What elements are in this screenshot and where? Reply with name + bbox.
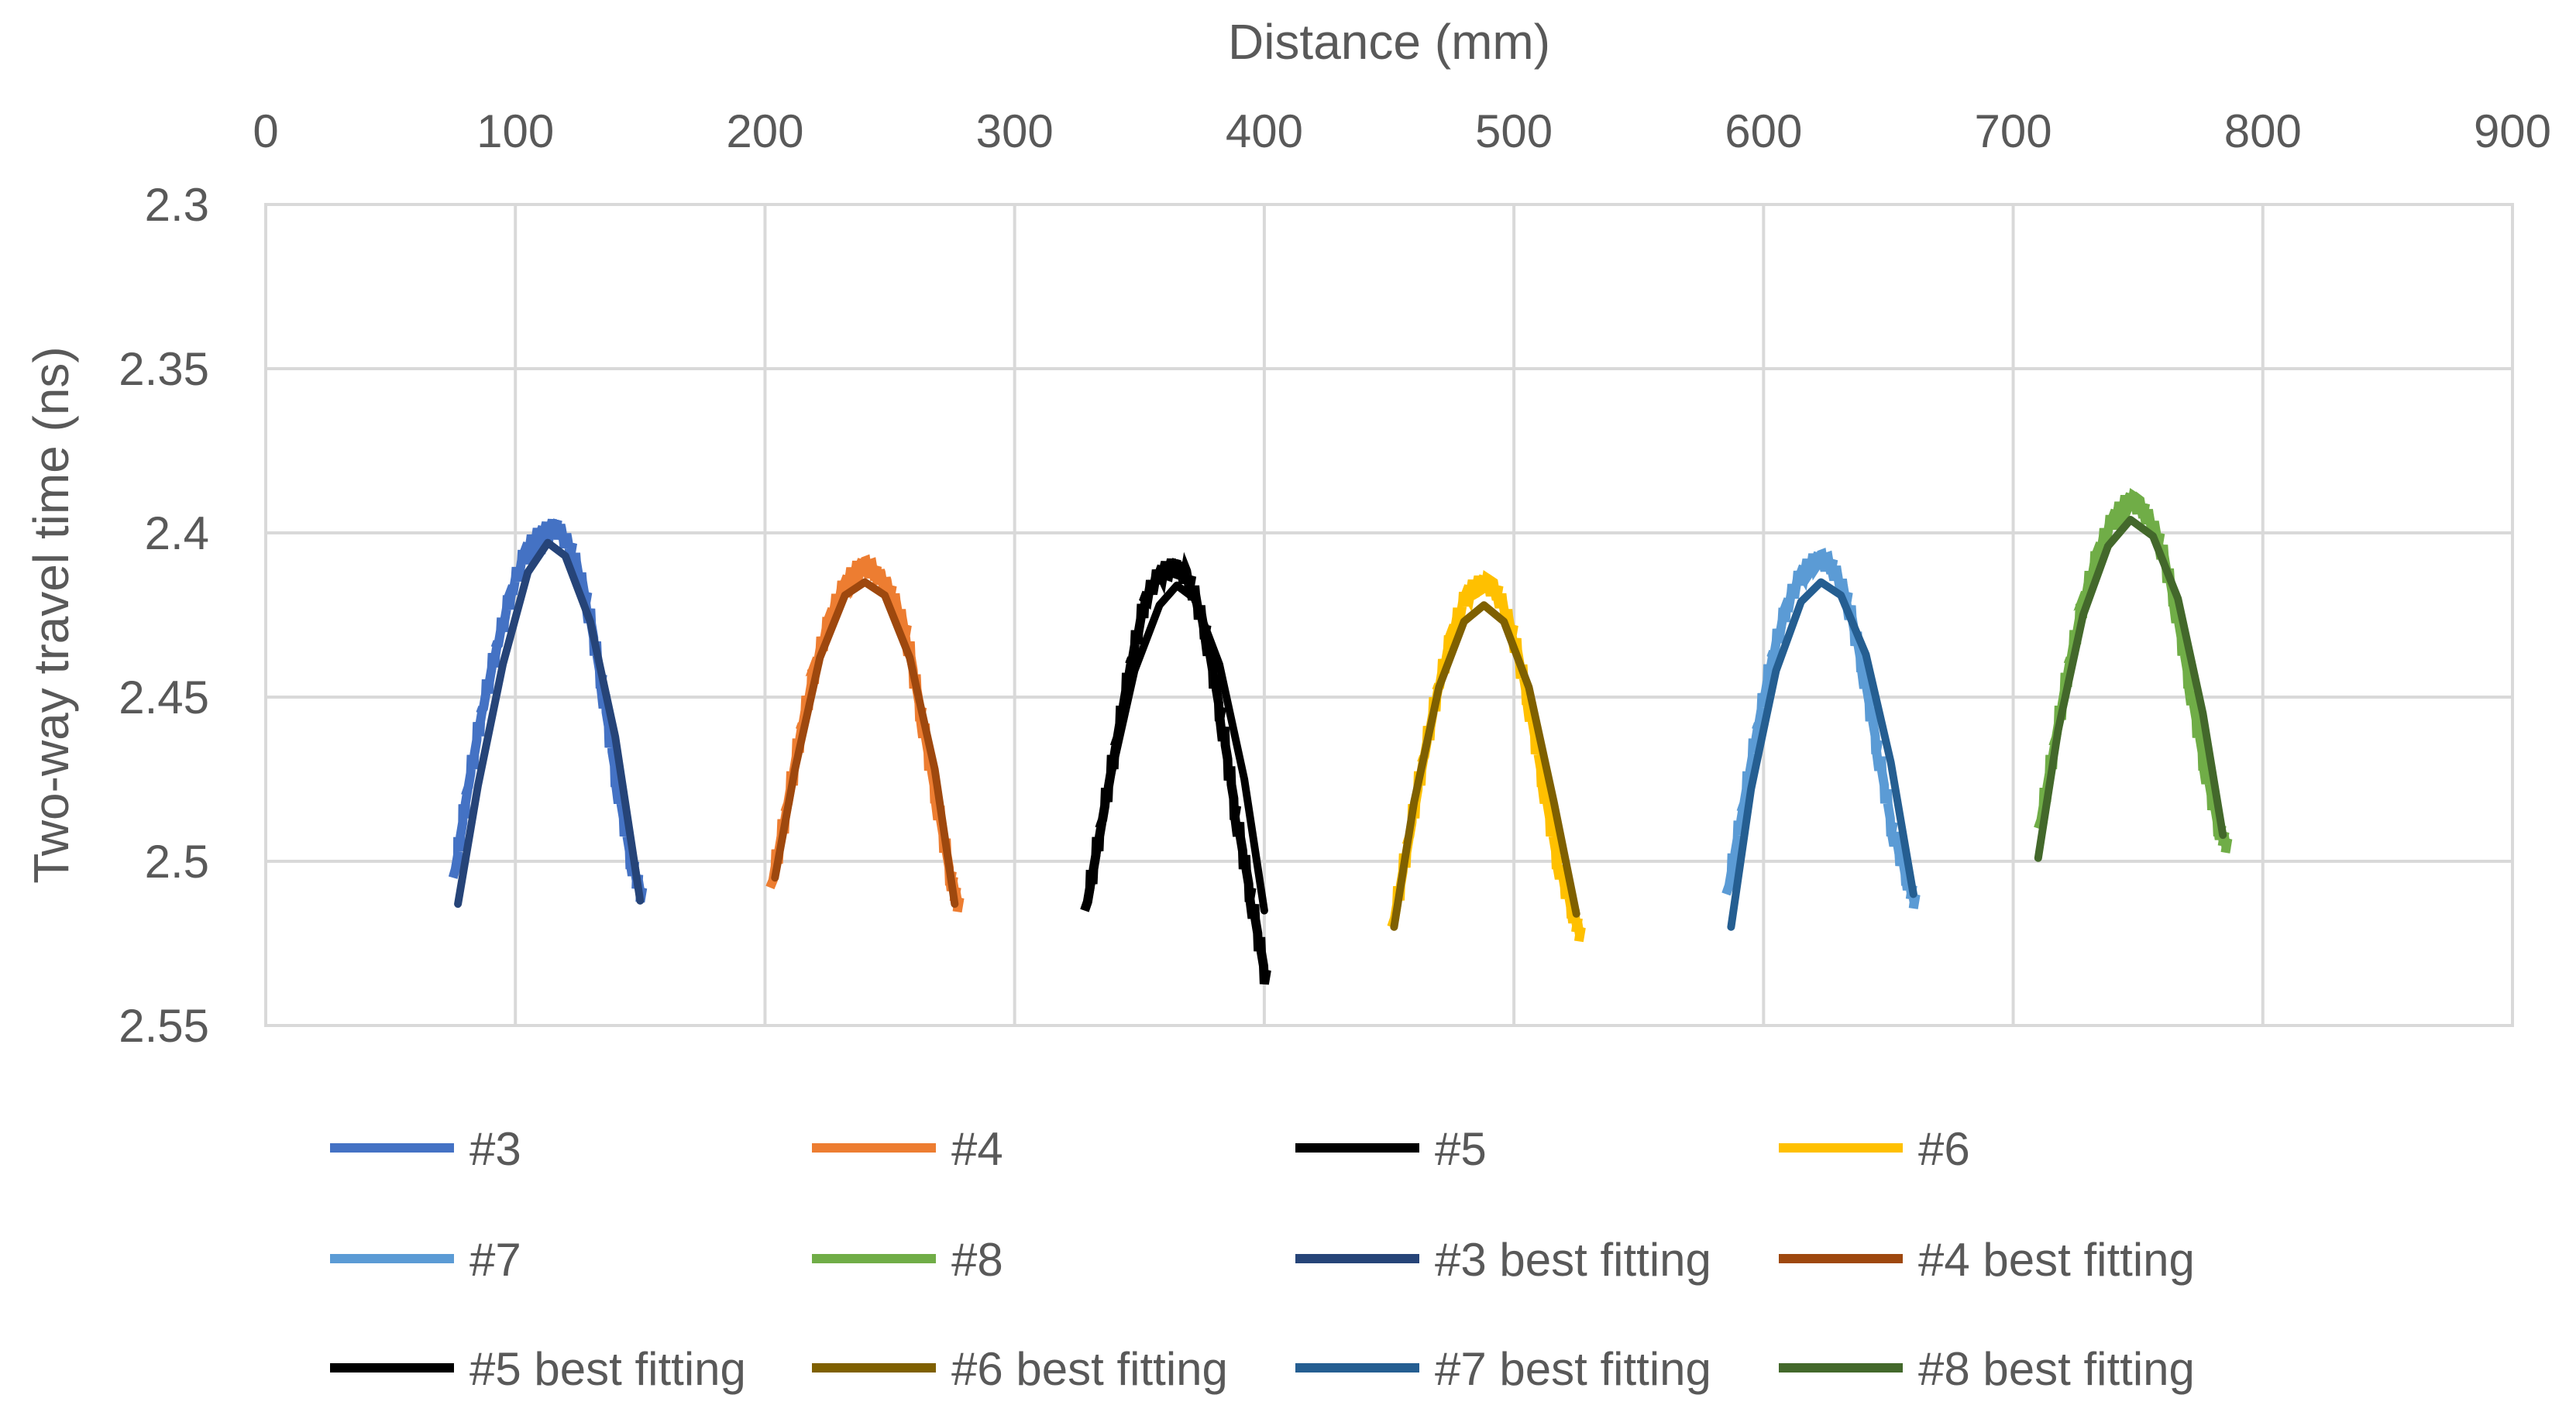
fit-line-#4 best fitting [771, 578, 959, 909]
x-tick-label: 900 [2474, 105, 2551, 157]
plot-area-border [264, 203, 2514, 1027]
y-tick-label: 2.45 [119, 672, 209, 723]
legend-label: #8 [951, 1234, 1003, 1286]
y-tick-label: 2.35 [119, 343, 209, 395]
legend-label: #6 [1918, 1123, 1970, 1175]
legend-label: #5 best fitting [469, 1343, 746, 1395]
legend-item: #7 best fitting [1295, 1343, 1711, 1395]
fit-line-#8 best fitting [2034, 516, 2227, 862]
x-tick-label: 0 [253, 105, 278, 157]
x-axis-tick-labels: 0 100 200 300 400 500 600 700 800 900 [253, 105, 2551, 157]
fit-line-#5 best fitting [1085, 581, 1268, 915]
x-tick-label: 700 [1975, 105, 2052, 157]
legend-item: #8 [812, 1234, 1003, 1286]
legend-label: #5 [1435, 1123, 1487, 1175]
y-axis-tick-labels: 2.3 2.35 2.4 2.45 2.5 2.55 [119, 179, 209, 1052]
legend-label: #7 [469, 1234, 521, 1286]
legend-item: #3 best fitting [1295, 1234, 1711, 1286]
x-tick-label: 100 [476, 105, 554, 157]
y-tick-label: 2.4 [145, 507, 209, 559]
fit-line-#7 best fitting [1727, 578, 1917, 931]
legend-item: #4 [812, 1123, 1003, 1175]
legend-label: #8 best fitting [1918, 1343, 2195, 1395]
fit-line-#6 best fitting [1390, 601, 1580, 931]
legend-item: #5 [1295, 1123, 1487, 1175]
legend-label: #3 [469, 1123, 521, 1175]
legend-item: #3 [330, 1123, 521, 1175]
legend-item: #4 best fitting [1779, 1234, 2195, 1286]
legend: #3 #4 #5 #6 #7 #8 #3 best fitting #4 best fitti… [330, 1123, 2195, 1395]
x-tick-label: 300 [976, 105, 1054, 157]
x-tick-label: 600 [1725, 105, 1802, 157]
legend-label: #6 best fitting [951, 1343, 1228, 1395]
legend-label: #4 best fitting [1918, 1234, 2195, 1286]
series-line-#3 [448, 518, 648, 903]
legend-item: #8 best fitting [1779, 1343, 2195, 1395]
x-axis-title: Distance (mm) [1228, 14, 1550, 70]
series-line-#7 [1721, 548, 1921, 909]
x-tick-label: 800 [2224, 105, 2302, 157]
fit-line-#3 best fitting [454, 538, 645, 909]
legend-label: #7 best fitting [1435, 1343, 1711, 1395]
legend-item: #6 [1779, 1123, 1970, 1175]
x-tick-label: 400 [1226, 105, 1303, 157]
series-layer [448, 487, 2233, 985]
y-tick-label: 2.3 [145, 179, 209, 231]
legend-item: #6 best fitting [812, 1343, 1228, 1395]
y-tick-label: 2.55 [119, 1000, 209, 1052]
y-tick-label: 2.5 [145, 836, 209, 888]
y-axis-title: Two-way travel time (ns) [23, 346, 79, 883]
x-tick-label: 200 [726, 105, 803, 157]
legend-label: #4 [951, 1123, 1003, 1175]
legend-label: #3 best fitting [1435, 1234, 1711, 1286]
legend-item: #7 [330, 1234, 521, 1286]
x-tick-label: 500 [1475, 105, 1553, 157]
legend-item: #5 best fitting [330, 1343, 746, 1395]
